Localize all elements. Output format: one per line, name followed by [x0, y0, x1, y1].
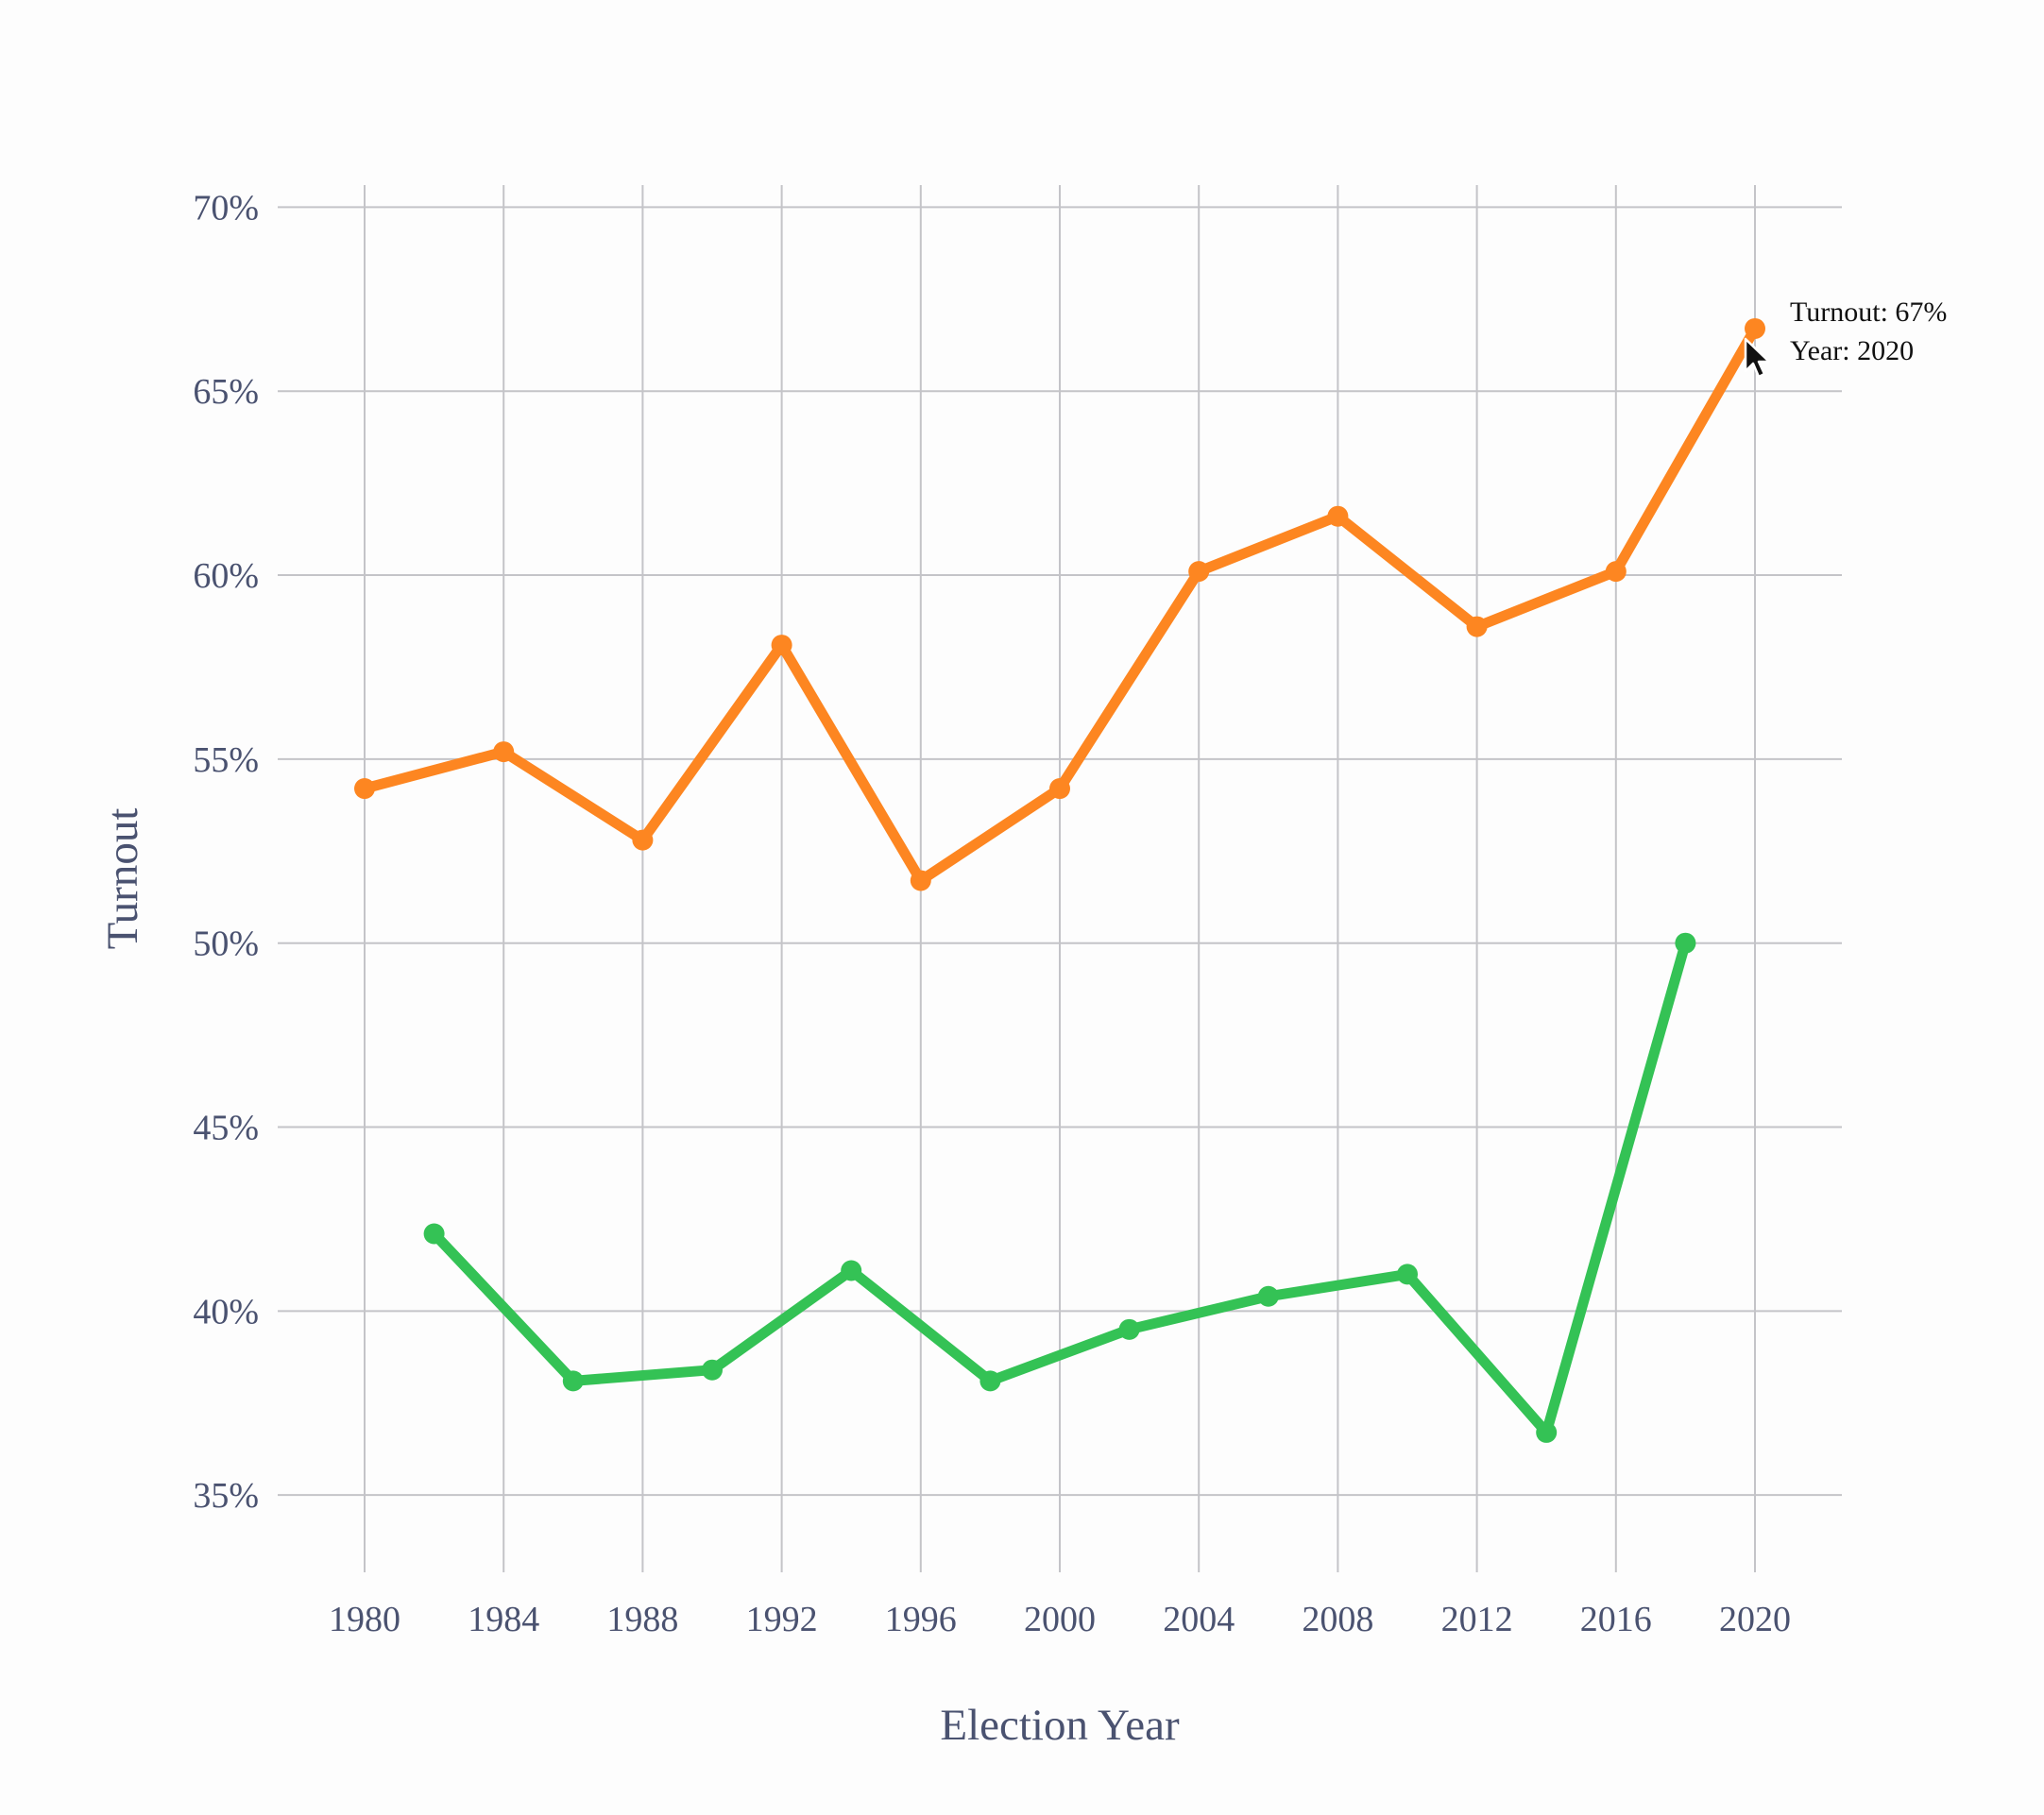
mouse-cursor-icon [1744, 337, 1771, 379]
tooltip-line-turnout: Turnout: 67% [1790, 297, 1947, 328]
x-tick-label: 1996 [885, 1600, 957, 1639]
x-tick-label: 2020 [1719, 1600, 1791, 1639]
x-tick-label: 1980 [329, 1600, 400, 1639]
data-point [1536, 1421, 1558, 1443]
data-point [632, 829, 654, 851]
y-axis-title: Turnout [98, 808, 147, 950]
data-point [1466, 616, 1488, 637]
grid [278, 185, 1842, 1572]
y-tick-label: 65% [193, 372, 259, 412]
data-point [979, 1370, 1001, 1392]
data-point [1049, 778, 1070, 800]
y-tick-label: 45% [193, 1109, 259, 1148]
y-tick-label: 40% [193, 1292, 259, 1332]
data-point [423, 1223, 445, 1245]
data-point [771, 635, 792, 656]
y-tick-label: 55% [193, 740, 259, 780]
data-point [1257, 1285, 1279, 1307]
data-point [1118, 1318, 1140, 1340]
data-point [1675, 932, 1696, 954]
data-point [910, 870, 931, 891]
x-tick-label: 1992 [746, 1600, 818, 1639]
hover-tooltip: Turnout: 67% Year: 2020 [1744, 297, 1947, 379]
tooltip-line-year: Year: 2020 [1790, 335, 1914, 366]
y-tick-label: 60% [193, 556, 259, 596]
axis-ticks: 1980 1984 1988 1992 1996 2000 2004 2008 2012 2016… [193, 188, 1791, 1639]
x-tick-label: 2016 [1580, 1600, 1652, 1639]
y-tick-label: 35% [193, 1476, 259, 1516]
data-point [1327, 505, 1349, 527]
data-point [1397, 1264, 1418, 1285]
x-tick-label: 1984 [468, 1600, 539, 1639]
data-point [1745, 317, 1765, 339]
data-point [841, 1260, 862, 1281]
series [354, 317, 1765, 1443]
x-tick-label: 2012 [1441, 1600, 1513, 1639]
data-point [493, 741, 515, 763]
data-point [1188, 561, 1210, 583]
x-axis-title: Election Year [940, 1701, 1180, 1750]
data-point [562, 1370, 584, 1392]
x-tick-label: 2000 [1024, 1600, 1096, 1639]
y-tick-label: 70% [193, 188, 259, 228]
x-tick-label: 2008 [1302, 1600, 1373, 1639]
y-tick-label: 50% [193, 924, 259, 964]
series-line-1 [429, 938, 1691, 1438]
x-tick-label: 2004 [1163, 1600, 1235, 1639]
data-point [354, 778, 375, 800]
data-point [1605, 561, 1627, 583]
x-tick-label: 1988 [606, 1600, 678, 1639]
data-point [702, 1359, 723, 1381]
